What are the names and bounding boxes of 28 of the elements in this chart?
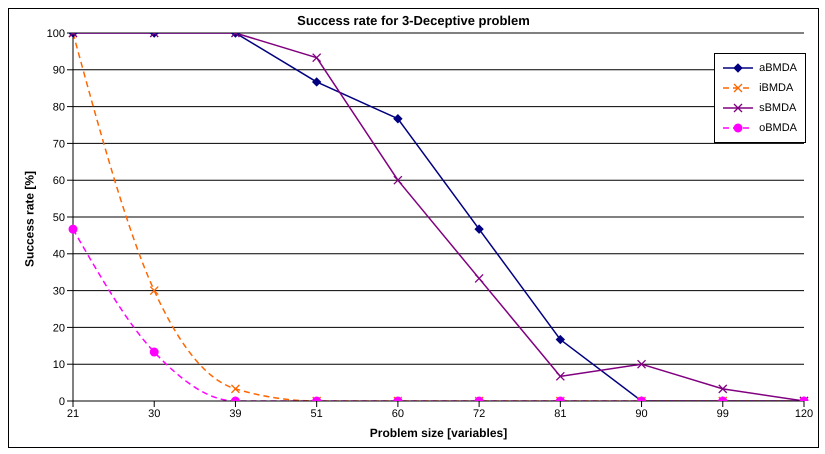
y-tick-label: 30 — [52, 286, 65, 298]
y-tick-label: 70 — [52, 138, 65, 150]
y-tick-label: 10 — [52, 359, 65, 372]
legend-label: aBMDA — [759, 62, 797, 74]
legend-label: iBMDA — [759, 82, 794, 94]
y-axis-title: Success rate [%] — [22, 170, 36, 267]
y-tick-label: 50 — [52, 212, 65, 224]
x-tick-label: 99 — [716, 408, 729, 420]
x-tick-label: 60 — [392, 408, 404, 420]
y-tick-label: 40 — [52, 248, 65, 261]
x-tick-label: 21 — [66, 408, 80, 420]
y-tick-label: 20 — [52, 322, 65, 334]
y-tick-label: 60 — [52, 175, 65, 188]
x-tick-label: 51 — [310, 408, 323, 420]
x-tick-label: 72 — [472, 408, 486, 420]
chart-title: Success rate for 3-Deceptive problem — [296, 13, 531, 28]
y-tick-label: 0 — [58, 396, 65, 408]
legend-label: sBMDA — [759, 102, 796, 114]
legend-label: oBMDA — [759, 122, 797, 134]
x-tick-label: 81 — [554, 408, 566, 420]
y-tick-label: 80 — [52, 102, 65, 114]
y-tick-label: 100 — [46, 28, 65, 40]
x-tick-label: 30 — [148, 408, 160, 420]
x-tick-label: 39 — [229, 408, 242, 420]
y-tick-label: 90 — [52, 64, 65, 77]
x-tick-label: 90 — [635, 408, 648, 420]
x-axis-title: Problem size [variables] — [370, 426, 508, 440]
x-tick-label: 120 — [794, 408, 814, 420]
